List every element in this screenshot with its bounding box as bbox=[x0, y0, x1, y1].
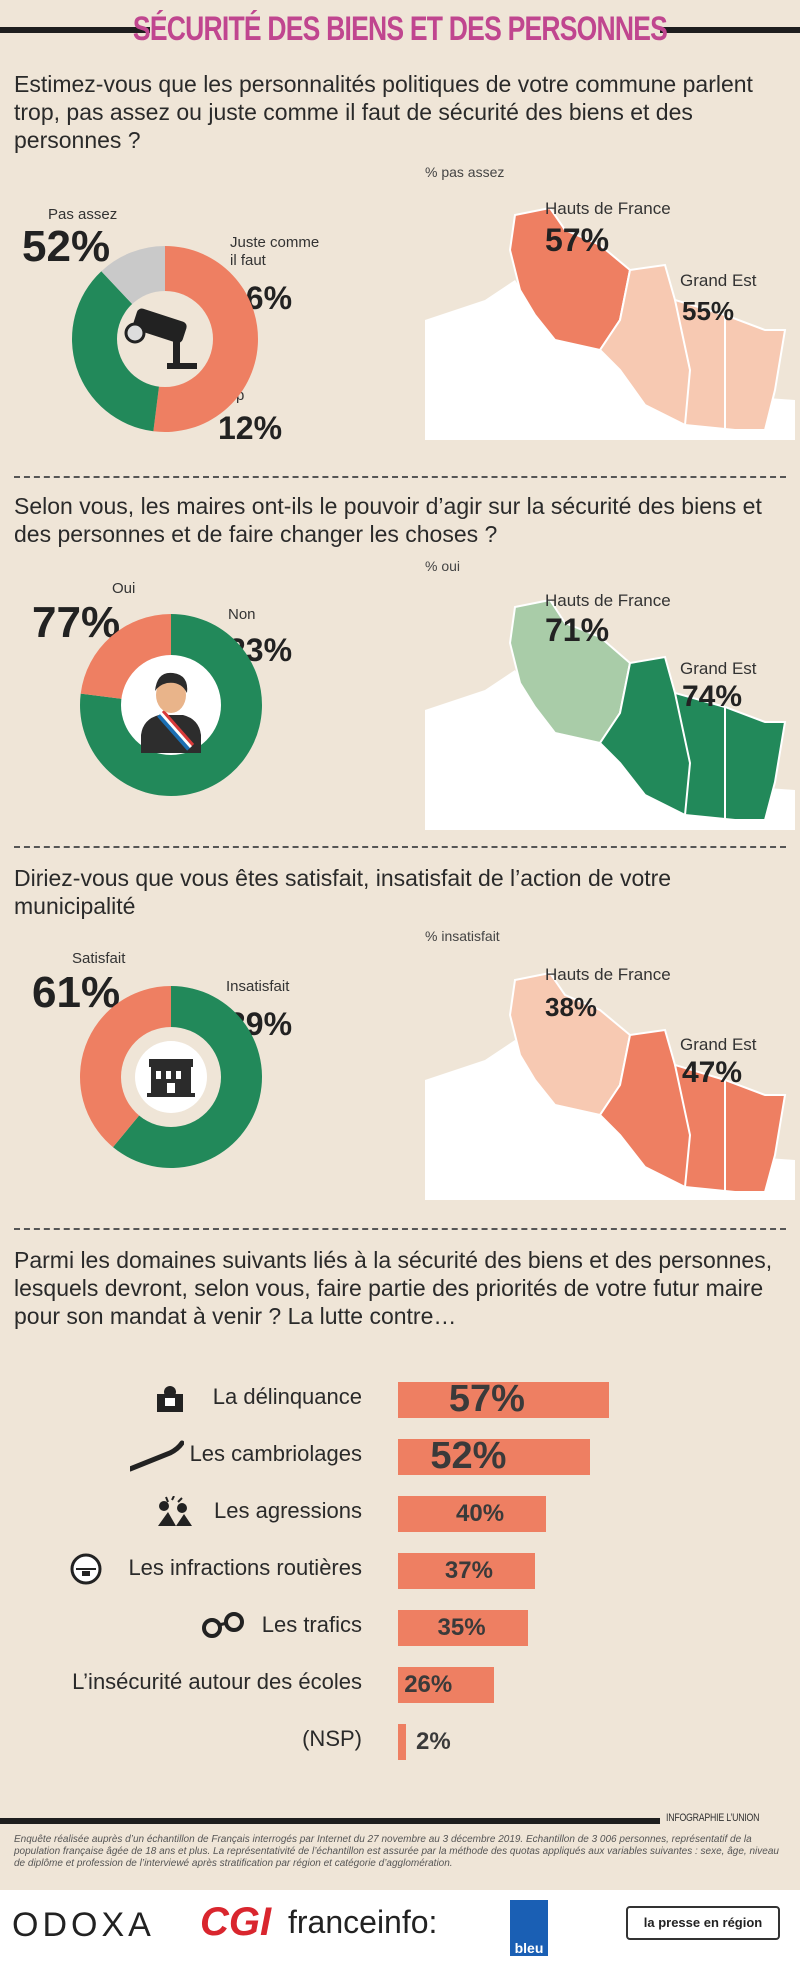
question-2: Selon vous, les maires ont-ils le pouvoi… bbox=[14, 492, 784, 548]
bar-value-label: 2% bbox=[416, 1728, 451, 1756]
q2-region-ge-value: 74% bbox=[682, 680, 742, 714]
section-divider bbox=[14, 846, 786, 848]
q2-region-ge-name: Grand Est bbox=[680, 660, 757, 678]
bar-category-label: La délinquance bbox=[213, 1384, 362, 1410]
q1-region-hdf-value: 57% bbox=[545, 222, 609, 259]
bar-value-label: 35% bbox=[438, 1614, 486, 1642]
bar bbox=[398, 1724, 406, 1760]
footnote: Enquête réalisée auprès d’un échantillon… bbox=[14, 1834, 784, 1870]
q3-donut-chart bbox=[78, 984, 264, 1170]
q1-region-map bbox=[425, 190, 795, 440]
crowbar-icon bbox=[130, 1439, 184, 1473]
q3-region-ge-value: 47% bbox=[682, 1056, 742, 1090]
q2-region-hdf-name: Hauts de France bbox=[545, 592, 671, 610]
logo-cgi: CGI bbox=[200, 1900, 271, 1945]
q3-region-hdf-name: Hauts de France bbox=[545, 966, 671, 984]
bar-row: L’insécurité autour des écoles 26% bbox=[0, 1663, 800, 1703]
q3-region-ge-name: Grand Est bbox=[680, 1036, 757, 1054]
bar-row: Les infractions routières 37% bbox=[0, 1549, 800, 1589]
question-4: Parmi les domaines suivants liés à la sé… bbox=[14, 1246, 784, 1330]
q1-region-ge-name: Grand Est bbox=[680, 272, 757, 290]
q3-label-satisfait: Satisfait bbox=[72, 950, 125, 968]
bar-value-label: 26% bbox=[404, 1671, 452, 1699]
footer-credit: INFOGRAPHIE L’UNION bbox=[666, 1812, 759, 1824]
logo-franceinfo: franceinfo: bbox=[288, 1904, 437, 1941]
bar-row: Les cambriolages 52% bbox=[0, 1435, 800, 1475]
q3-map-label: % insatisfait bbox=[425, 928, 500, 944]
bar-category-label: L’insécurité autour des écoles bbox=[72, 1669, 362, 1695]
section-divider bbox=[14, 1228, 786, 1230]
question-1: Estimez-vous que les personnalités polit… bbox=[14, 70, 784, 154]
footer-rule bbox=[0, 1818, 660, 1824]
bar-value-label: 57% bbox=[449, 1378, 525, 1421]
section-divider bbox=[14, 476, 786, 478]
q1-map-label: % pas assez bbox=[425, 164, 504, 180]
page-title: SÉCURITÉ DES BIENS ET DES PERSONNES bbox=[88, 10, 712, 49]
q2-donut-chart bbox=[78, 612, 264, 798]
logos-bar: ODOXA CGI franceinfo: bleu la presse en … bbox=[0, 1890, 800, 1974]
town-hall-icon bbox=[135, 1041, 207, 1113]
handcuffs-icon bbox=[202, 1610, 256, 1644]
bar-category-label: Les agressions bbox=[214, 1498, 362, 1524]
aggression-icon bbox=[154, 1496, 208, 1530]
bar-value-label: 40% bbox=[456, 1500, 504, 1528]
header: SÉCURITÉ DES BIENS ET DES PERSONNES bbox=[0, 0, 800, 62]
bar-category-label: Les cambriolages bbox=[190, 1441, 362, 1467]
question-3: Diriez-vous que vous êtes satisfait, ins… bbox=[14, 864, 784, 920]
q1-region-ge-value: 55% bbox=[682, 296, 734, 327]
bar-row: La délinquance 57% bbox=[0, 1378, 800, 1418]
q2-label-oui: Oui bbox=[112, 580, 135, 598]
bar-row: (NSP) 2% bbox=[0, 1720, 800, 1760]
q3-region-hdf-value: 38% bbox=[545, 992, 597, 1023]
logo-odoxa: ODOXA bbox=[12, 1906, 155, 1945]
bar-category-label: Les trafics bbox=[262, 1612, 362, 1638]
bar-value-label: 52% bbox=[430, 1435, 506, 1478]
q1-region-hdf-name: Hauts de France bbox=[545, 200, 671, 218]
bar-value-label: 37% bbox=[445, 1557, 493, 1585]
bar-row: Les agressions 40% bbox=[0, 1492, 800, 1532]
q2-region-hdf-value: 71% bbox=[545, 612, 609, 649]
bar-row: Les trafics 35% bbox=[0, 1606, 800, 1646]
bar-category-label: Les infractions routières bbox=[128, 1555, 362, 1581]
q2-map-label: % oui bbox=[425, 558, 460, 574]
logo-france-bleu: bleu bbox=[510, 1900, 548, 1956]
police-officer-icon bbox=[153, 1382, 207, 1416]
q1-donut-chart bbox=[70, 244, 260, 434]
bar-category-label: (NSP) bbox=[302, 1726, 362, 1752]
speed-camera-icon bbox=[68, 1553, 122, 1587]
logo-la-presse-en-region: la presse en région bbox=[626, 1906, 780, 1940]
